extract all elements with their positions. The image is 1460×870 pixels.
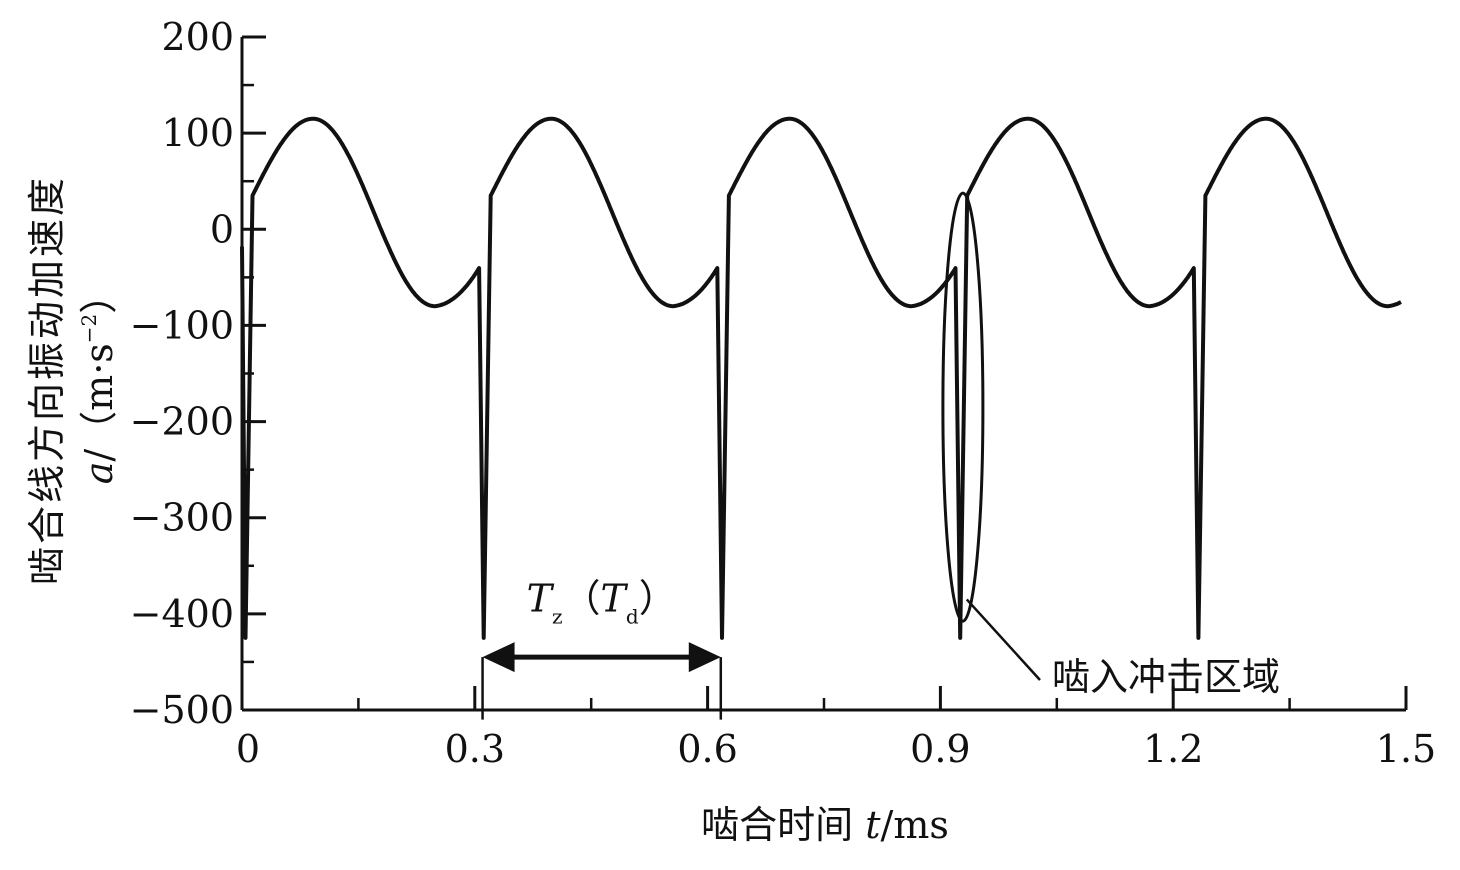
period-arrow-left-head: [482, 642, 515, 673]
annotations: Tz（Td） 啮入冲击区域: [481, 191, 1280, 720]
x-axis-title: 啮合时间 t/ms: [701, 803, 949, 847]
x-tick-label: 1.2: [1143, 727, 1203, 771]
y-tick-label: −400: [130, 592, 234, 636]
y-tick-label: −300: [130, 496, 234, 540]
impact-region-ellipse: [941, 191, 985, 623]
y-tick-label: 100: [161, 111, 234, 155]
x-tick-label: 0: [236, 727, 260, 771]
series-layer: [240, 116, 1402, 640]
x-tick-label: 0.3: [445, 727, 505, 771]
period-label: Tz（Td）: [527, 576, 677, 628]
x-tick-label: 0.6: [677, 727, 737, 771]
y-tick-label: 200: [161, 15, 234, 59]
period-arrow-right-head: [688, 642, 721, 673]
impact-region-leader: [965, 598, 1041, 681]
y-tick-label: 0: [210, 207, 234, 251]
x-tick-label: 0.9: [910, 727, 970, 771]
y-tick-label: −100: [130, 303, 234, 347]
x-tick-label: 1.5: [1376, 727, 1436, 771]
y-axis-title-line2: a/（m·s−2）: [77, 276, 121, 485]
series-line: [240, 116, 1402, 640]
impact-region-label: 啮入冲击区域: [1052, 655, 1280, 699]
y-tick-label: −500: [130, 688, 234, 732]
y-tick-label: −200: [130, 400, 234, 444]
y-axis-title-line1: 啮合线方向振动加速度: [25, 175, 69, 585]
